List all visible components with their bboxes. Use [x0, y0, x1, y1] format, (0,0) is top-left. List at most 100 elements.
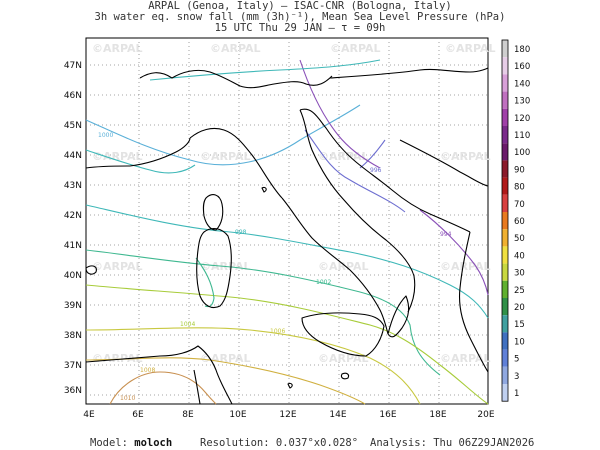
watermark: ©ARPAL: [200, 352, 251, 365]
lat-label: 38N: [64, 331, 82, 341]
border-africa: [193, 369, 201, 405]
colorbar-label: 10: [514, 337, 525, 347]
isobar-1000: [85, 104, 361, 166]
model-value: moloch: [134, 437, 173, 449]
footer-analysis: Analysis: Thu 06Z29JAN2026: [370, 437, 534, 449]
coast-calabria: [387, 295, 410, 338]
colorbar-labels: 1801601401301201101009080706050403025201…: [514, 45, 530, 399]
isobar-label-1006: 1006: [270, 328, 285, 335]
watermarks: ©ARPAL ©ARPAL ©ARPAL ©ARPAL ©ARPAL ©ARPAL ©ARP…: [92, 42, 496, 365]
isobar-994b: [299, 59, 381, 169]
watermark: ©ARPAL: [92, 352, 143, 365]
colorbar-swatch: [502, 57, 508, 75]
colorbar-swatch: [502, 91, 508, 109]
colorbar-label: 50: [514, 234, 525, 244]
isobar-994: [419, 209, 489, 296]
lat-label: 47N: [64, 61, 82, 71]
island-malta: [340, 372, 350, 380]
border-balkans: [329, 67, 489, 79]
colorbar-swatch: [502, 40, 508, 58]
island-sicily: [301, 312, 385, 357]
colorbar-label: 60: [514, 217, 525, 227]
coast-africa: [85, 345, 233, 405]
coastlines: [85, 67, 489, 405]
colorbar-label: 5: [514, 355, 519, 365]
lon-label: 16E: [379, 410, 396, 420]
coast-croatia: [299, 108, 471, 233]
colorbar-label: 180: [514, 45, 530, 55]
colorbar-swatch: [502, 194, 508, 212]
resolution-value: 0.037°x0.028°: [275, 437, 359, 449]
lat-label: 46N: [64, 91, 82, 101]
coast-adriatic: [299, 109, 416, 313]
analysis-value: Thu 06Z29JAN2026: [433, 437, 535, 449]
isobar-1010: [109, 371, 217, 405]
lat-label: 42N: [64, 211, 82, 221]
colorbar-swatch: [502, 349, 508, 367]
colorbar-label: 25: [514, 286, 525, 296]
isobar-label-994: 994: [440, 231, 452, 238]
lon-label: 4E: [83, 410, 95, 420]
colorbar-swatch: [502, 177, 508, 195]
model-label: Model:: [90, 437, 128, 449]
colorbar-swatch: [502, 384, 508, 402]
title-line-3: 15 UTC Thu 29 JAN – τ = 09h: [214, 22, 386, 34]
watermark: ©ARPAL: [92, 42, 143, 55]
map-frame: [85, 37, 489, 405]
colorbar-swatch: [502, 366, 508, 384]
island-pantelleria: [287, 382, 293, 389]
isobar-top: [149, 59, 381, 81]
colorbar-label: 80: [514, 183, 525, 193]
footer-resolution: Resolution: 0.037°x0.028°: [200, 437, 358, 449]
analysis-label: Analysis:: [370, 437, 427, 449]
watermark: ©ARPAL: [445, 42, 496, 55]
isobars: [85, 59, 489, 405]
colorbar-label: 130: [514, 97, 530, 107]
title-line-1: ARPAL (Genoa, Italy) – ISAC-CNR (Bologna…: [148, 0, 452, 12]
colorbar-swatch: [502, 315, 508, 333]
isobar-label-1010: 1010: [120, 395, 135, 402]
coast-tyrrhenian: [281, 197, 389, 335]
map-grid: [86, 38, 488, 404]
colorbar-label: 110: [514, 131, 530, 141]
island-corsica: [202, 194, 224, 231]
colorbar-label: 40: [514, 251, 525, 261]
lon-label: 8E: [182, 410, 194, 420]
border-balkans-2: [399, 139, 489, 187]
lon-label: 10E: [229, 410, 246, 420]
colorbar-label: 70: [514, 200, 525, 210]
coast-france: [85, 137, 191, 169]
colorbar-swatch: [502, 74, 508, 92]
colorbar-swatch: [502, 298, 508, 316]
colorbar-label: 30: [514, 269, 525, 279]
isobar-label-1002: 1002: [316, 279, 331, 286]
island-sardinia: [196, 227, 232, 309]
isobar-label-1000: 1000: [98, 132, 113, 139]
longitude-labels: 4E 6E 8E 10E 12E 14E 16E 18E 20E: [83, 410, 495, 420]
lat-label: 41N: [64, 241, 82, 251]
isobar-1006: [85, 327, 421, 405]
coast-albania: [458, 231, 489, 373]
isobar-label-996: 996: [370, 167, 382, 174]
colorbar-label: 160: [514, 62, 530, 72]
colorbar-label: 15: [514, 320, 525, 330]
colorbar-swatch: [502, 332, 508, 350]
lon-label: 18E: [429, 410, 446, 420]
isobar-label-1008: 1008: [140, 367, 155, 374]
resolution-label: Resolution:: [200, 437, 270, 449]
colorbar-swatch: [502, 246, 508, 264]
colorbar-swatch: [502, 229, 508, 247]
isobar-label-1004: 1004: [180, 321, 195, 328]
isobar-996: [304, 129, 406, 213]
lat-label: 40N: [64, 271, 82, 281]
isobar-996b: [359, 139, 386, 169]
watermark: ©ARPAL: [200, 150, 251, 163]
lat-label: 44N: [64, 151, 82, 161]
isobar-1008: [85, 357, 366, 405]
colorbar-swatch: [502, 126, 508, 144]
colorbar-swatch: [502, 212, 508, 230]
colorbar-label: 1: [514, 389, 519, 399]
coast-liguria: [189, 127, 283, 199]
border-alps: [139, 69, 333, 89]
colorbar-label: 120: [514, 114, 530, 124]
